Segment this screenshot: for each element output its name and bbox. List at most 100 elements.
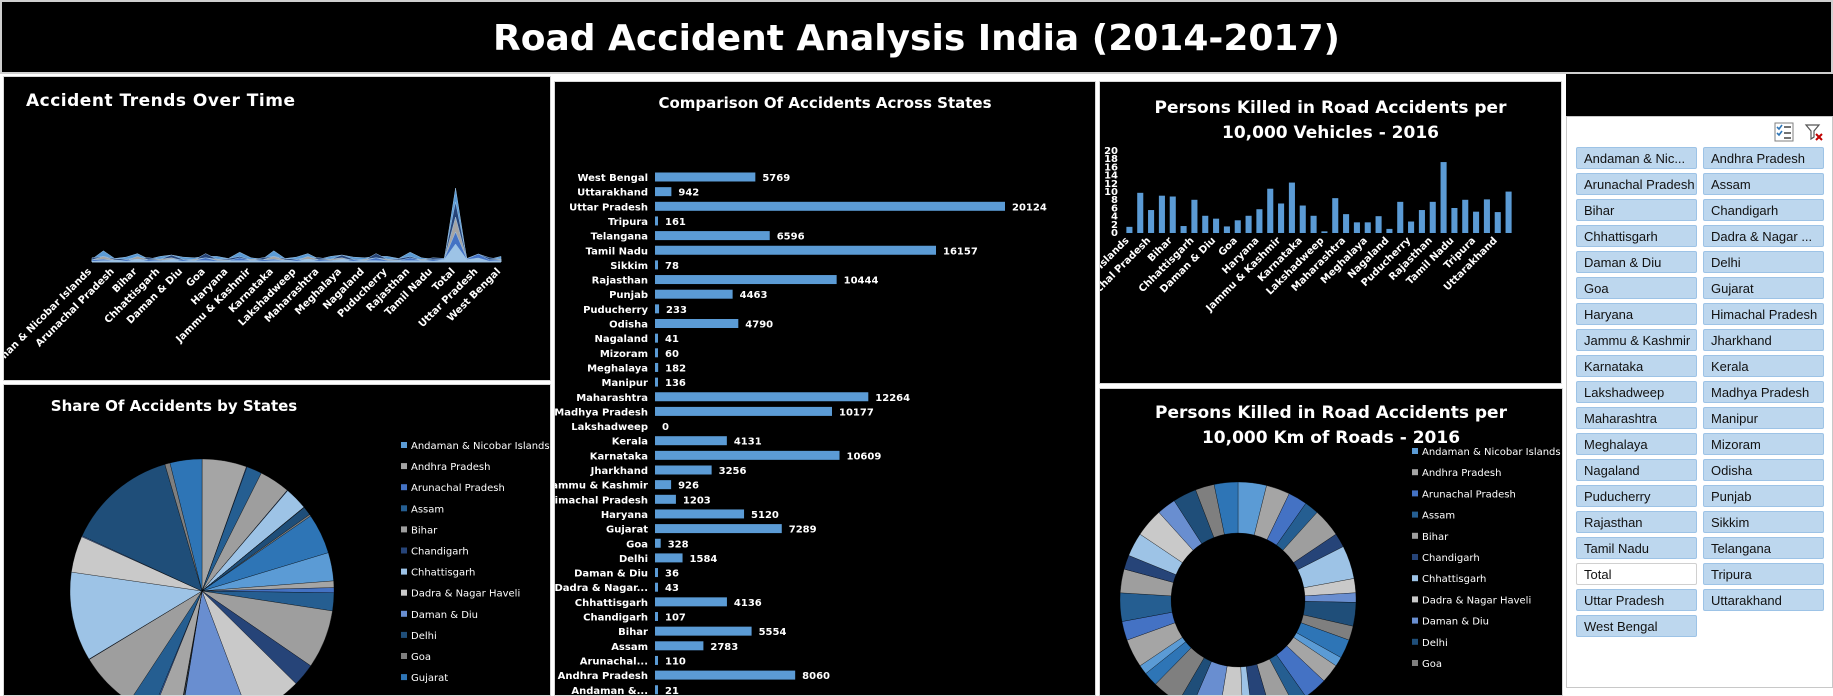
- comparison-data-label: 36: [665, 569, 679, 580]
- share-legend-swatch: [401, 653, 407, 659]
- slicer-item-dadra-nagar[interactable]: Dadra & Nagar ...: [1703, 225, 1824, 247]
- comparison-bar: [655, 597, 727, 607]
- roads-legend-swatch: [1412, 638, 1418, 645]
- comparison-category-label: Andhra Pradesh: [558, 671, 648, 682]
- slicer-item-karnataka[interactable]: Karnataka: [1576, 355, 1697, 377]
- comparison-category-label: Jharkhand: [590, 466, 648, 477]
- slicer-item-andaman-nic[interactable]: Andaman & Nic...: [1576, 147, 1697, 169]
- slicer-item-madhya-pradesh[interactable]: Madhya Pradesh: [1703, 381, 1824, 403]
- roads-chart: Andaman & Nicobar Islands Andhra Pradesh A…: [1119, 447, 1561, 695]
- slicer-item-total[interactable]: Total: [1576, 563, 1697, 585]
- slicer-item-himachal-pradesh[interactable]: Himachal Pradesh: [1703, 303, 1824, 325]
- vehicles-bar: [1267, 188, 1274, 233]
- comparison-data-label: 20124: [1012, 202, 1047, 213]
- comparison-category-label: Madhya Pradesh: [555, 407, 648, 418]
- comparison-data-label: 5554: [759, 627, 787, 638]
- roads-legend-swatch: [1412, 490, 1418, 497]
- slicer-item-meghalaya[interactable]: Meghalaya: [1576, 433, 1697, 455]
- comparison-data-label: 5769: [762, 173, 790, 184]
- share-legend-label: Chhattisgarh: [411, 568, 475, 579]
- comparison-category-label: Tripura: [608, 217, 648, 228]
- slicer-item-tamil-nadu[interactable]: Tamil Nadu: [1576, 537, 1697, 559]
- comparison-data-label: 161: [665, 217, 686, 228]
- share-legend-swatch: [401, 674, 407, 681]
- share-chart-panel[interactable]: Share Of Accidents by States Andaman & N…: [3, 384, 551, 696]
- comparison-data-label: 41: [665, 334, 679, 345]
- multi-select-icon[interactable]: [1774, 122, 1794, 142]
- dashboard-title: Road Accident Analysis India (2014-2017): [492, 18, 1340, 59]
- slicer-item-punjab[interactable]: Punjab: [1703, 485, 1824, 507]
- slicer-item-jharkhand[interactable]: Jharkhand: [1703, 329, 1824, 351]
- slicer-item-uttarakhand[interactable]: Uttarakhand: [1703, 589, 1824, 611]
- share-legend-label: Delhi: [411, 631, 437, 642]
- slicer-item-puducherry[interactable]: Puducherry: [1576, 485, 1697, 507]
- slicer-item-goa[interactable]: Goa: [1576, 277, 1697, 299]
- vehicles-chart: 02468101214161820Andaman & Nicobar Islan…: [1100, 146, 1512, 353]
- slicer-item-chandigarh[interactable]: Chandigarh: [1703, 199, 1824, 221]
- slicer-item-assam[interactable]: Assam: [1703, 173, 1824, 195]
- slicer-item-gujarat[interactable]: Gujarat: [1703, 277, 1824, 299]
- roads-legend-label: Dadra & Nagar Haveli: [1422, 595, 1531, 606]
- share-legend-label: Goa: [411, 652, 431, 663]
- slicer-item-lakshadweep[interactable]: Lakshadweep: [1576, 381, 1697, 403]
- comparison-bar: [655, 582, 658, 592]
- slicer-item-tripura[interactable]: Tripura: [1703, 563, 1824, 585]
- roads-chart-panel[interactable]: Persons Killed in Road Accidents per 10,…: [1099, 388, 1563, 696]
- comparison-category-label: Assam: [611, 642, 648, 653]
- slicer-item-rajasthan[interactable]: Rajasthan: [1576, 511, 1697, 533]
- share-legend-label: Daman & Diu: [411, 610, 478, 621]
- comparison-data-label: 4131: [734, 437, 762, 448]
- slicer-item-andhra-pradesh[interactable]: Andhra Pradesh: [1703, 147, 1824, 169]
- comparison-category-label: West Bengal: [577, 173, 648, 184]
- comparison-category-label: Punjab: [609, 290, 648, 301]
- vehicles-y-tick: 0: [1111, 228, 1118, 239]
- comparison-category-label: Bihar: [618, 627, 648, 638]
- slicer-item-jammu-kashmir[interactable]: Jammu & Kashmir: [1576, 329, 1697, 351]
- slicer-item-telangana[interactable]: Telangana: [1703, 537, 1824, 559]
- vehicles-bar: [1494, 212, 1501, 233]
- comparison-category-label: Nagaland: [595, 334, 648, 345]
- slicer-item-west-bengal[interactable]: West Bengal: [1576, 615, 1697, 637]
- comparison-data-label: 16157: [943, 246, 978, 257]
- comparison-bar: [655, 392, 869, 402]
- comparison-data-label: 107: [665, 613, 686, 624]
- comparison-data-label: 21: [665, 686, 679, 696]
- share-slice-west-bengal: [169, 458, 203, 592]
- slicer-item-uttar-pradesh[interactable]: Uttar Pradesh: [1576, 589, 1697, 611]
- slicer-item-haryana[interactable]: Haryana: [1576, 303, 1697, 325]
- slicer-item-sikkim[interactable]: Sikkim: [1703, 511, 1824, 533]
- comparison-category-label: Arunachal...: [580, 656, 648, 667]
- slicer-header-strip: [1566, 74, 1833, 116]
- share-legend-swatch: [401, 568, 407, 575]
- state-slicer[interactable]: Andaman & Nic... Andhra Pradesh Arunachal …: [1566, 116, 1833, 688]
- vehicles-chart-panel[interactable]: Persons Killed in Road Accidents per 10,…: [1099, 81, 1562, 384]
- slicer-item-arunachal-pradesh[interactable]: Arunachal Pradesh: [1576, 173, 1697, 195]
- vehicles-bar: [1353, 222, 1360, 233]
- clear-filter-icon[interactable]: [1804, 122, 1824, 142]
- vehicles-bar: [1397, 201, 1404, 233]
- comparison-bar: [655, 612, 658, 621]
- slicer-item-mizoram[interactable]: Mizoram: [1703, 433, 1824, 455]
- slicer-item-maharashtra[interactable]: Maharashtra: [1576, 407, 1697, 429]
- trend-chart-panel[interactable]: Accident Trends Over Time Andaman & Nico…: [3, 76, 551, 381]
- slicer-item-kerala[interactable]: Kerala: [1703, 355, 1824, 377]
- slicer-item-odisha[interactable]: Odisha: [1703, 459, 1824, 481]
- share-legend-label: Bihar: [411, 525, 438, 536]
- share-legend-swatch: [401, 631, 407, 638]
- slicer-item-bihar[interactable]: Bihar: [1576, 199, 1697, 221]
- comparison-bar: [655, 626, 752, 636]
- vehicles-bar: [1483, 199, 1490, 233]
- comparison-chart-panel[interactable]: Comparison Of Accidents Across States We…: [554, 81, 1096, 696]
- slicer-item-nagaland[interactable]: Nagaland: [1576, 459, 1697, 481]
- share-legend-label: Andhra Pradesh: [411, 462, 490, 473]
- share-slice-madhya-pradesh: [201, 590, 297, 695]
- vehicles-y-tick: 8: [1111, 195, 1118, 206]
- comparison-data-label: 136: [665, 378, 686, 389]
- slicer-item-delhi[interactable]: Delhi: [1703, 251, 1824, 273]
- slicer-item-chhattisgarh[interactable]: Chhattisgarh: [1576, 225, 1697, 247]
- slicer-item-manipur[interactable]: Manipur: [1703, 407, 1824, 429]
- slicer-item-daman-diu[interactable]: Daman & Diu: [1576, 251, 1697, 273]
- share-legend-swatch: [401, 484, 407, 491]
- vehicles-bar: [1473, 211, 1480, 233]
- comparison-category-label: Himachal Pradesh: [555, 495, 648, 506]
